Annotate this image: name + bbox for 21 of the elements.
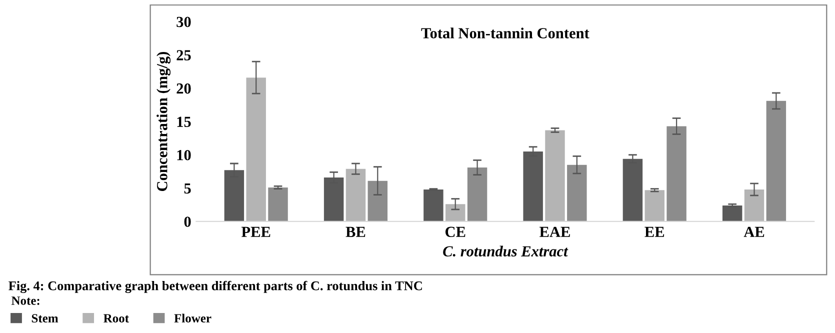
- x-tick-label: EE: [644, 226, 664, 237]
- x-tick-label: AE: [744, 226, 764, 237]
- legend-title: Note:: [11, 296, 40, 305]
- legend-label: Flower: [174, 314, 212, 323]
- x-tick-label: CE: [445, 226, 466, 238]
- x-axis-title: C. rotundus Extract: [443, 246, 568, 257]
- y-tick-label: 10: [177, 150, 191, 160]
- legend-label: Root: [104, 314, 129, 323]
- y-axis-title: Concentration (mg/g): [156, 52, 171, 192]
- y-tick-label: 0: [184, 216, 191, 227]
- y-tick-label: 5: [184, 183, 191, 194]
- chart-title: Total Non-tannin Content: [421, 28, 590, 38]
- y-tick-label: 25: [176, 50, 191, 60]
- y-tick-label: 15: [177, 116, 191, 127]
- legend-label: Stem: [32, 314, 58, 323]
- x-tick-label: EAE: [540, 226, 570, 237]
- caption: Fig. 4: Comparative graph between different parts of C. rotundus in TNC: [8, 280, 422, 294]
- x-tick-label: PEE: [242, 226, 270, 237]
- y-tick-label: 20: [176, 83, 191, 94]
- y-tick-label: 30: [176, 16, 191, 28]
- x-tick-label: BE: [346, 226, 366, 237]
